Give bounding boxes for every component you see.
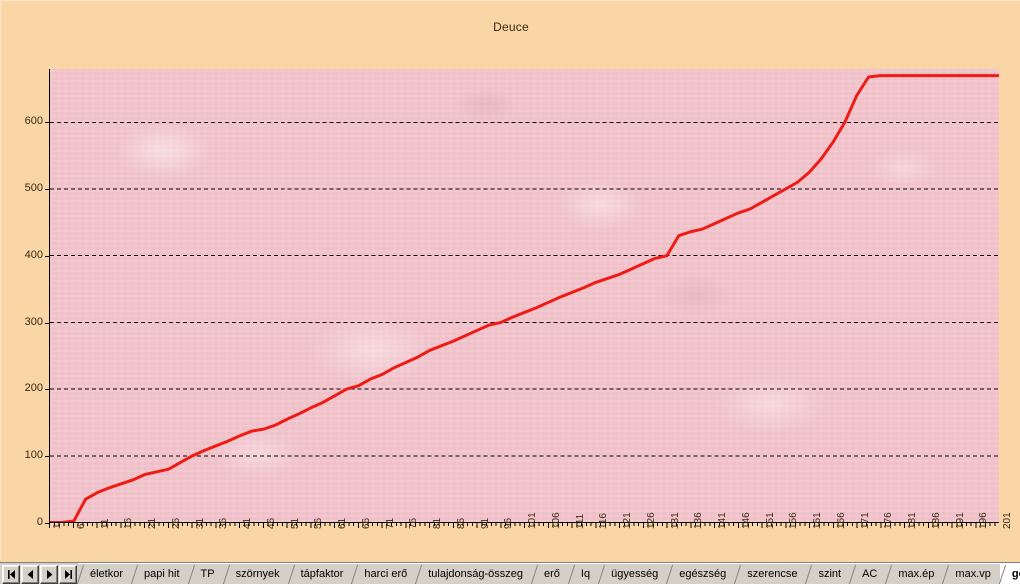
sheet-tab-label: ügyesség [611,568,659,580]
sheet-tabs[interactable]: életkor papi hit TP szörnyek tápfaktor harci … [78,563,1020,584]
sheet-tab-label: max.vp [955,568,991,580]
sheet-tab-t-pfaktor[interactable]: tápfaktor [288,563,353,584]
sheet-tab-harci-er[interactable]: harci erő [352,563,417,584]
sheet-tab-max-vp[interactable]: max.vp [943,563,1000,584]
sheet-tab-sz-rnyek[interactable]: szörnyek [223,563,289,584]
y-axis-tick-mark [45,523,49,524]
sheet-tab-label: tulajdonság-összeg [428,568,524,580]
sheet-tab-label: tápfaktor [300,568,344,580]
sheet-tab-bar[interactable]: életkor papi hit TP szörnyek tápfaktor harci … [0,562,1020,584]
sheet-tab-gonoszs-g[interactable]: gonoszság [999,563,1020,584]
sheet-tab-label: szerencse [747,568,798,580]
sheet-tab-label: TP [200,568,215,580]
plot-area [49,69,999,523]
x-axis-tick-label: 201 [1002,512,1013,529]
y-axis-tick-mark [45,122,49,124]
chart-plot-svg [50,69,999,523]
sheet-tab-iq[interactable]: Iq [568,563,600,584]
sheet-tab-label: harci erő [364,568,408,580]
sheet-tab-szint[interactable]: szint [806,563,851,584]
sheet-tab-tulajdons-g-sszeg[interactable]: tulajdonság-összeg [416,563,533,584]
y-axis-tick-label: 100 [24,449,43,462]
sheet-tab-label: életkor [90,568,124,580]
y-axis-tick-label: 500 [24,182,43,195]
sheet-tab-label: egészség [679,568,727,580]
sheet-tab-label: gonoszság [1011,568,1020,580]
y-axis-tick-mark [45,255,49,257]
sheet-tab-tp[interactable]: TP [188,563,224,584]
sheet-tab-ac[interactable]: AC [850,563,887,584]
y-axis-tick-mark [45,322,49,324]
sheet-tab-eg-szs-g[interactable]: egészség [667,563,736,584]
next-sheet-button[interactable] [40,564,58,584]
first-sheet-button[interactable] [2,564,20,584]
y-axis-tick-mark [45,456,49,458]
chart-title: Deuce [493,20,529,34]
y-axis-tick-mark [45,189,49,191]
sheet-tab-label: Iq [580,568,591,580]
sheet-tab-gyess-g[interactable]: ügyesség [599,563,668,584]
sheet-tab-label: AC [862,568,878,580]
y-axis-tick-label: 400 [24,248,43,261]
sheet-tab-papi-hit[interactable]: papi hit [132,563,189,584]
chart-sheet: Deuce 600 500 400 300 200 100 0 1 6 11 16 21 26 31 36… [0,0,1020,560]
sheet-tab-max-p[interactable]: max.ép [886,563,944,584]
sheet-tab-label: max.ép [898,568,935,580]
sheet-tab-szerencse[interactable]: szerencse [735,563,807,584]
y-axis-tick-label: 200 [24,382,43,395]
data-series-line [50,76,999,523]
plot-background-texture [50,69,999,522]
last-sheet-button[interactable] [59,564,77,584]
previous-sheet-button[interactable] [21,564,39,584]
sheet-tab-label: szint [818,568,842,580]
sheet-tab-label: erő [544,568,560,580]
x-axis-minor-ticks [49,523,996,528]
sheet-nav-buttons[interactable] [0,563,78,584]
sheet-tab-label: szörnyek [235,568,280,580]
sheet-tab-label: papi hit [144,568,180,580]
y-axis-tick-mark [45,389,49,391]
y-axis-tick-label: 600 [24,115,43,128]
y-axis-tick-label: 300 [24,315,43,328]
sheet-tab-er[interactable]: erő [532,563,569,584]
y-axis-tick-label: 0 [36,516,43,528]
sheet-tab-letkor[interactable]: életkor [78,563,133,584]
